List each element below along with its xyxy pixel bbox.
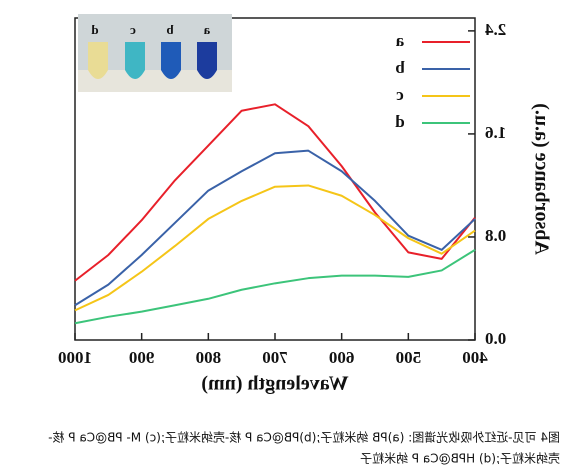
line-series xyxy=(74,103,476,282)
y-tick-label: 2.4 xyxy=(485,20,507,39)
inset-label: d xyxy=(91,22,99,37)
legend-label: d xyxy=(395,112,405,131)
tube xyxy=(197,42,217,79)
legend-label: c xyxy=(396,85,404,104)
x-tick-label: 800 xyxy=(196,348,222,367)
inset-label: b xyxy=(166,22,173,37)
x-axis-title: Wavelength (nm) xyxy=(201,373,348,395)
line-series xyxy=(74,149,476,307)
x-tick-label: 900 xyxy=(129,348,155,367)
inset-label: c xyxy=(130,22,136,37)
tube xyxy=(161,42,181,79)
x-tick-label: 700 xyxy=(262,348,288,367)
x-tick-label: 1000 xyxy=(58,348,92,367)
x-tick-label: 600 xyxy=(329,348,355,367)
y-axis-title: Absorbance (a.u.) xyxy=(530,103,552,255)
y-tick-label: 1.6 xyxy=(485,123,506,142)
y-tick-label: 0.0 xyxy=(485,329,506,348)
line-series xyxy=(74,248,476,325)
caption-line: 壳纳米粒子;(d) HPB@Ca P 纳米粒子 xyxy=(360,451,560,466)
x-tick-label: 400 xyxy=(462,348,488,367)
inset-label: a xyxy=(203,22,210,37)
photo-table xyxy=(78,70,232,92)
legend-label: b xyxy=(395,58,404,77)
x-tick-label: 500 xyxy=(396,348,422,367)
tube xyxy=(125,42,145,79)
legend-label: a xyxy=(395,31,404,50)
line-series xyxy=(74,184,476,312)
caption-line: 图4 可见-近红外吸收光谱图: (a)PB 纳米粒子;(b)PB@Ca P 核-… xyxy=(48,430,560,445)
inset-photo xyxy=(78,14,232,92)
y-tick-label: 0.8 xyxy=(485,226,506,245)
tube xyxy=(88,42,108,79)
